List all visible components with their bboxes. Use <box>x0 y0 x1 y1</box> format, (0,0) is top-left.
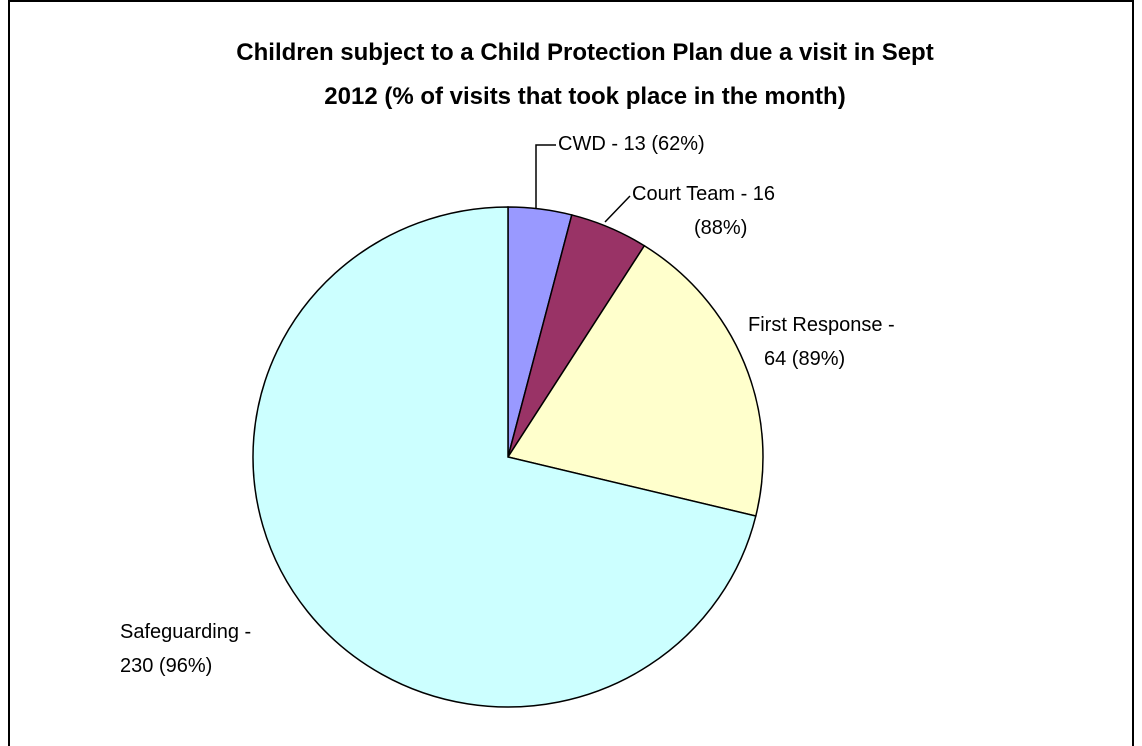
slice-label-safeguarding-line-1: Safeguarding - <box>120 621 251 643</box>
pie-slices <box>252 206 764 708</box>
slice-label-court-team-line-1: Court Team - 16 <box>632 183 775 205</box>
slice-label-first-response-line-1: First Response - <box>748 314 895 336</box>
leader-lines <box>535 144 631 223</box>
slice-labels: CWD - 13 (62%) Court Team - 16 (88%) First … <box>120 133 895 677</box>
chart-title-line-1: Children subject to a Child Protection P… <box>236 39 933 66</box>
slice-label-first-response-line-2: 64 (89%) <box>764 348 845 370</box>
slice-label-safeguarding-line-2: 230 (96%) <box>120 655 212 677</box>
leader-line-cwd <box>535 144 556 208</box>
leader-line-court-team <box>604 195 631 223</box>
pie-slice-safeguarding <box>252 206 757 708</box>
slice-label-cwd-line-1: CWD - 13 (62%) <box>558 133 705 155</box>
slice-label-court-team-line-2: (88%) <box>694 217 747 239</box>
chart-title-line-2: 2012 (% of visits that took place in the… <box>324 83 845 110</box>
pie-slice-first-response <box>506 244 764 517</box>
